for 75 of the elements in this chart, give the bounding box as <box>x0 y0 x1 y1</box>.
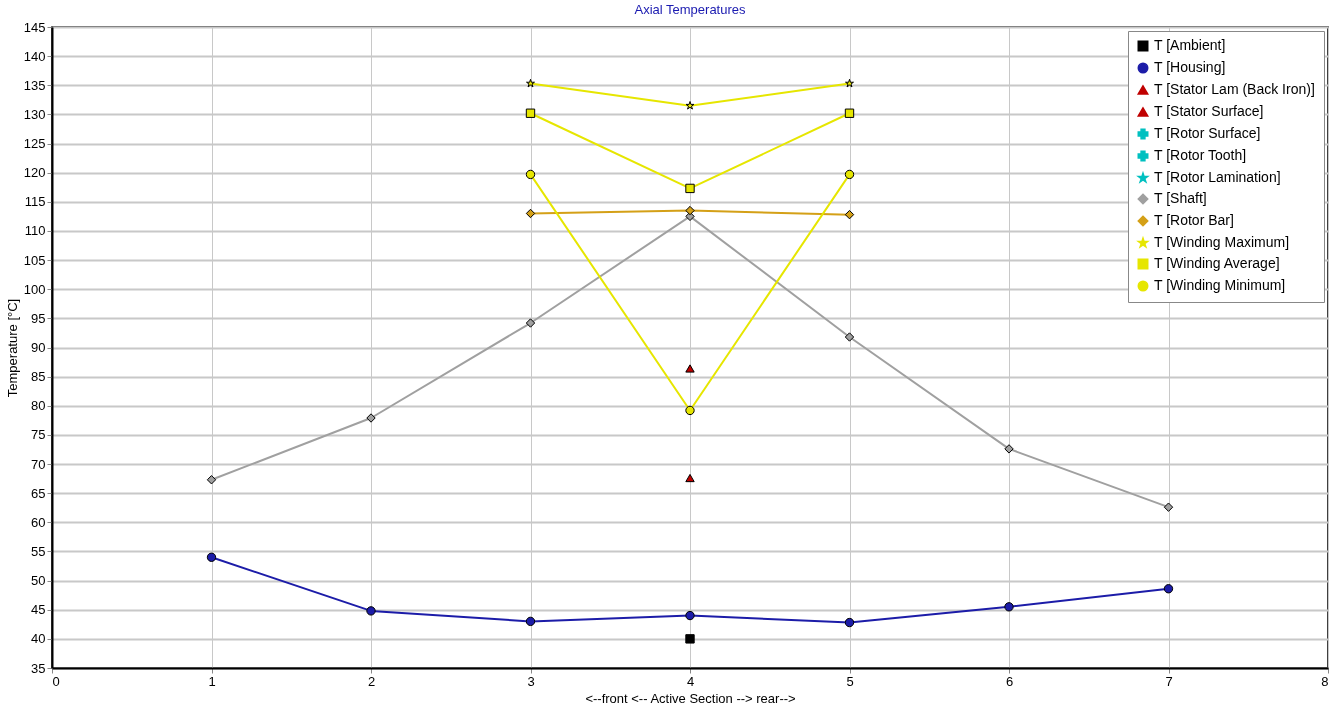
point <box>844 209 855 220</box>
point <box>685 610 695 621</box>
point <box>685 634 695 644</box>
y-tick-label: 65 <box>31 485 46 501</box>
point <box>844 169 855 180</box>
y-tick-label: 135 <box>23 77 46 93</box>
point <box>525 616 536 627</box>
point <box>685 405 695 416</box>
x-tick-label: 2 <box>367 673 376 689</box>
y-tick-label: 40 <box>31 631 46 647</box>
point <box>685 205 695 216</box>
point <box>844 332 855 342</box>
point <box>845 78 854 88</box>
point <box>206 552 217 562</box>
point <box>1163 584 1174 594</box>
legend-label: T [Winding Maximum] <box>1154 234 1290 250</box>
x-tick-label: 0 <box>52 673 60 689</box>
y-tick-label: 85 <box>31 369 46 385</box>
point <box>844 108 855 118</box>
y-tick-label: 140 <box>23 48 46 64</box>
x-tick-label: 8 <box>1321 673 1329 689</box>
y-tick-label: 75 <box>31 427 46 443</box>
y-tick-label: 60 <box>31 514 46 530</box>
legend-label: T [Rotor Surface] <box>1154 125 1261 141</box>
point <box>685 473 695 483</box>
y-tick-label: 115 <box>24 194 46 210</box>
y-tick-label: 55 <box>31 543 46 559</box>
point <box>525 318 536 328</box>
legend-label: T [Ambient] <box>1154 37 1226 53</box>
y-tick-label: 90 <box>31 340 46 355</box>
point <box>366 606 376 616</box>
x-tick-label: 1 <box>208 673 216 689</box>
point <box>206 475 217 485</box>
x-tick-label: 6 <box>1005 673 1014 689</box>
chart-title: Axial Temperatures <box>634 2 747 17</box>
legend-label: T [Rotor Bar] <box>1154 212 1234 228</box>
legend-label: T [Shaft] <box>1154 190 1207 206</box>
point <box>685 183 695 194</box>
y-tick-label: 130 <box>23 106 46 122</box>
x-tick-label: 3 <box>527 673 535 689</box>
legend-label: T [Housing] <box>1154 59 1226 75</box>
point <box>685 100 695 110</box>
y-tick-label: 35 <box>31 660 46 676</box>
x-tick-label: 5 <box>846 673 854 689</box>
point <box>1004 602 1014 612</box>
x-tick-label: 4 <box>686 673 695 689</box>
y-tick-label: 50 <box>31 573 46 589</box>
legend-label: T [Stator Lam (Back Iron)] <box>1154 81 1315 97</box>
point <box>685 364 695 373</box>
point <box>1163 502 1174 512</box>
y-tick-label: 125 <box>23 136 46 152</box>
y-tick-label: 110 <box>24 223 46 239</box>
x-axis-title: <--front <-- Active Section --> rear--> <box>585 690 796 706</box>
point <box>844 617 855 628</box>
point <box>525 108 536 118</box>
y-tick-label: 45 <box>31 602 46 618</box>
legend-label: T [Winding Minimum] <box>1154 277 1286 293</box>
point <box>525 169 536 180</box>
legend-label: T [Stator Surface] <box>1154 103 1264 119</box>
y-tick-label: 145 <box>23 19 46 35</box>
x-tick-label: 7 <box>1165 673 1173 689</box>
point <box>526 78 535 88</box>
y-tick-label: 80 <box>31 398 46 414</box>
y-tick-label: 105 <box>23 252 46 268</box>
y-tick-label: 120 <box>23 165 46 181</box>
point <box>525 208 536 219</box>
y-tick-label: 95 <box>31 310 46 326</box>
point <box>1004 444 1014 454</box>
legend-label: T [Winding Average] <box>1154 255 1280 271</box>
y-tick-label: 70 <box>31 456 46 472</box>
y-tick-label: 100 <box>23 281 46 297</box>
legend-label: T [Rotor Tooth] <box>1154 147 1247 163</box>
point <box>366 413 376 423</box>
legend-label: T [Rotor Lamination] <box>1154 169 1281 185</box>
y-axis-title: Temperature [°C] <box>4 298 20 398</box>
